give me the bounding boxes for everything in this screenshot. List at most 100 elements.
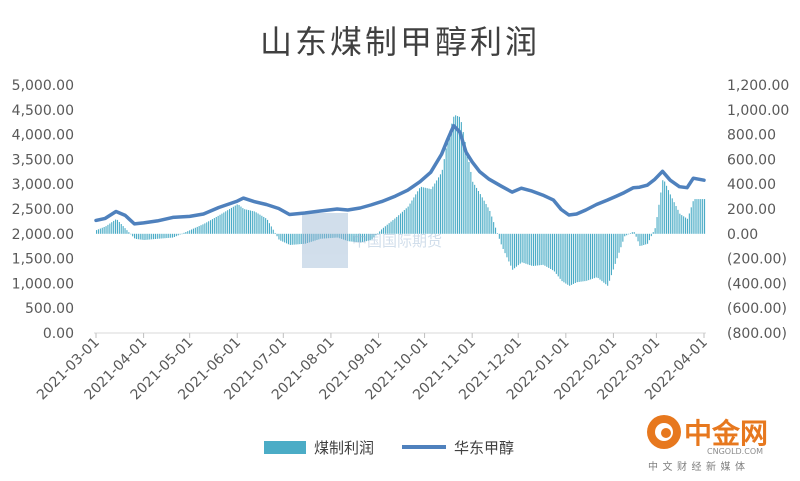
profit-bar — [229, 209, 231, 234]
profit-bar — [230, 207, 232, 234]
right-tick-label: 400.00 — [727, 177, 776, 193]
profit-bar — [400, 213, 402, 234]
legend-swatch-bar — [264, 441, 306, 454]
profit-bar — [172, 233, 174, 238]
left-tick-label: 2,000.00 — [12, 227, 74, 243]
profit-bar — [382, 227, 384, 234]
profit-bar — [485, 204, 487, 234]
profit-bar — [593, 233, 595, 279]
profit-bar — [381, 229, 383, 234]
profit-bar — [629, 233, 631, 234]
cngold-logo: 中金网 CNGOLD.COM 中文财经新媒体 — [647, 415, 768, 473]
profit-bar — [409, 203, 411, 234]
profit-bar — [696, 199, 698, 234]
profit-bar — [533, 233, 535, 266]
profit-bar — [664, 181, 666, 234]
profit-bar — [219, 214, 221, 234]
profit-bar — [101, 227, 103, 234]
profit-bar — [694, 199, 696, 234]
profit-bar — [278, 233, 280, 240]
profit-bar — [519, 233, 521, 264]
profit-bar — [217, 215, 219, 234]
profit-bar — [631, 232, 633, 234]
profit-bar — [413, 197, 415, 234]
logo-name: 中金网 — [684, 417, 768, 450]
profit-bar — [639, 233, 641, 246]
profit-bar — [563, 233, 565, 283]
profit-bar — [472, 181, 474, 234]
profit-bar — [301, 233, 303, 245]
profit-bar — [379, 231, 381, 234]
profit-bar — [265, 218, 267, 234]
profit-bar — [154, 233, 156, 239]
profit-bar — [367, 233, 369, 241]
profit-bar — [609, 233, 611, 281]
profit-bar — [352, 233, 354, 242]
profit-bar — [384, 226, 386, 234]
profit-bar — [398, 215, 400, 234]
profit-bar — [420, 186, 422, 234]
profit-bar — [582, 233, 584, 282]
profit-bar — [143, 233, 145, 240]
profit-bar — [261, 215, 263, 234]
logo-tagline: 中文财经新媒体 — [648, 460, 750, 473]
left-tick-label: 5,000.00 — [12, 78, 74, 94]
profit-bar — [462, 132, 464, 234]
profit-bar — [620, 233, 622, 248]
profit-bar — [508, 233, 510, 262]
profit-bar — [118, 221, 120, 234]
profit-bar — [702, 199, 704, 234]
profit-bar — [679, 213, 681, 234]
profit-bar — [210, 220, 212, 234]
profit-bar — [588, 233, 590, 281]
profit-bar — [135, 233, 137, 239]
profit-bar — [192, 228, 194, 234]
profit-bar — [686, 218, 688, 234]
profit-bar — [331, 233, 333, 238]
profit-bar — [510, 233, 512, 266]
profit-bar — [232, 206, 234, 234]
profit-bar — [493, 222, 495, 234]
profit-bar — [624, 233, 626, 237]
profit-bar — [115, 219, 117, 234]
profit-bar — [189, 230, 191, 234]
profit-bar — [455, 115, 457, 234]
profit-bar — [637, 233, 639, 242]
left-tick-label: 500.00 — [25, 301, 74, 317]
profit-bar — [187, 231, 189, 234]
profit-bar — [436, 180, 438, 234]
profit-bar — [681, 215, 683, 234]
profit-bar — [419, 188, 421, 234]
profit-bar — [660, 192, 662, 234]
profit-bar — [303, 233, 305, 244]
profit-bar — [523, 233, 525, 264]
profit-bar — [122, 226, 124, 234]
profit-bar — [246, 209, 248, 234]
profit-bar — [215, 216, 217, 234]
profit-bar — [310, 233, 312, 242]
profit-bar — [669, 194, 671, 234]
profit-bar — [363, 233, 365, 242]
profit-bar — [185, 232, 187, 234]
profit-bar — [325, 233, 327, 239]
profit-bar — [667, 190, 669, 234]
profit-bar — [690, 207, 692, 234]
profit-bar — [432, 186, 434, 234]
chart-title: 山东煤制甲醇利润 — [260, 23, 540, 61]
profit-bar — [430, 189, 432, 234]
profit-bar — [299, 233, 301, 245]
profit-bar — [540, 233, 542, 266]
profit-bar — [666, 185, 668, 234]
profit-bar — [529, 233, 531, 266]
profit-bar — [320, 233, 322, 239]
profit-bar — [525, 233, 527, 264]
profit-bar — [559, 233, 561, 279]
profit-bar — [162, 233, 164, 239]
profit-bar — [470, 171, 472, 234]
profit-bar — [481, 197, 483, 234]
right-tick-label: (200.00) — [727, 252, 787, 268]
profit-bar — [103, 227, 105, 234]
profit-bar — [426, 188, 428, 234]
profit-bar — [356, 233, 358, 243]
